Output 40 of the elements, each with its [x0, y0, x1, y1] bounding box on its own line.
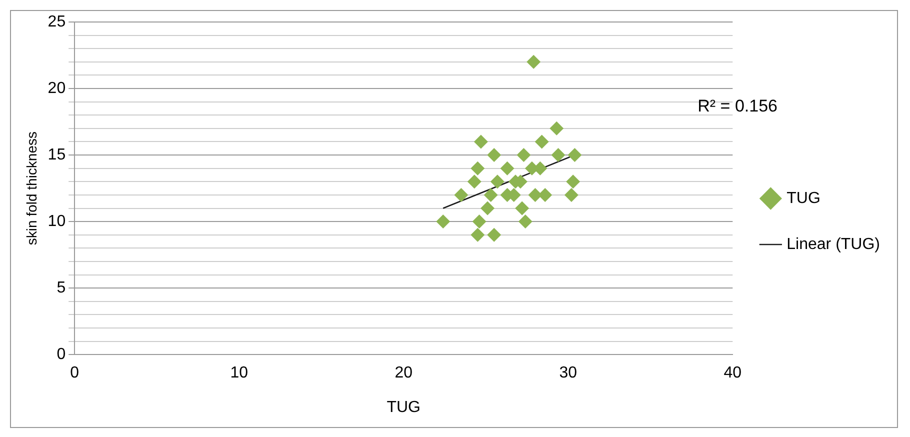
point — [534, 134, 549, 149]
y-tick-label: 0 — [56, 346, 66, 364]
x-tick-label: 0 — [70, 364, 80, 382]
point — [490, 174, 504, 189]
x-tick-label: 40 — [724, 364, 742, 382]
point — [470, 161, 485, 176]
legend-label: TUG — [786, 190, 820, 207]
point — [474, 134, 488, 149]
point — [564, 188, 578, 202]
y-tick-label: 15 — [48, 146, 66, 164]
point — [436, 214, 450, 229]
point — [528, 188, 542, 202]
x-tick-label: 10 — [230, 364, 248, 382]
point — [487, 148, 502, 162]
x-tick-label: 20 — [394, 364, 413, 382]
point — [526, 54, 541, 69]
point — [467, 174, 482, 189]
point — [500, 161, 514, 176]
x-tick-label: 30 — [559, 364, 578, 382]
point — [566, 174, 580, 189]
point — [518, 214, 532, 229]
point — [568, 148, 582, 162]
point — [470, 228, 485, 242]
point — [515, 201, 530, 216]
legend-label: Linear (TUG) — [786, 236, 880, 253]
point — [550, 121, 564, 136]
point — [551, 148, 566, 162]
y-tick-label: 10 — [48, 212, 66, 230]
point — [454, 188, 468, 202]
point — [472, 214, 486, 229]
point — [516, 148, 531, 162]
x-axis-title: TUG — [386, 398, 421, 416]
point — [487, 228, 502, 242]
point — [480, 201, 495, 216]
y-tick-label: 20 — [48, 80, 66, 97]
point — [484, 188, 498, 202]
y-tick-label: 5 — [56, 279, 66, 296]
y-tick-label: 25 — [48, 13, 66, 30]
y-axis-title: skin fold thickness — [23, 131, 40, 246]
annotation: R² = 0.156 — [698, 96, 778, 116]
